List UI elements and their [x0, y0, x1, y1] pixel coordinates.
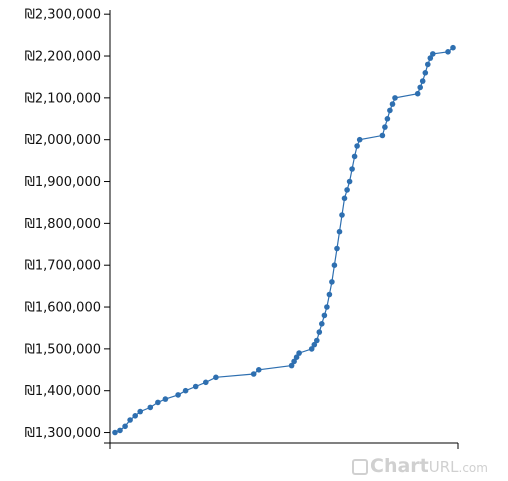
- data-point: [349, 166, 355, 172]
- y-tick-label: ₪1,700,000: [25, 259, 101, 274]
- data-point: [155, 399, 161, 406]
- watermark-brand: Chart: [370, 455, 429, 477]
- data-point: [117, 427, 123, 434]
- y-tick-label: ₪1,400,000: [25, 384, 101, 399]
- data-point: [450, 44, 456, 51]
- data-point: [334, 245, 340, 252]
- data-point: [250, 371, 257, 377]
- data-point: [316, 329, 323, 335]
- data-point: [162, 396, 169, 402]
- data-point: [414, 90, 421, 97]
- data-point: [311, 341, 318, 348]
- data-point: [384, 116, 391, 122]
- data-point: [288, 362, 295, 369]
- data-point: [422, 70, 429, 76]
- data-point: [255, 367, 262, 373]
- charturl-watermark: ChartURL.com: [352, 455, 488, 477]
- data-point: [329, 279, 335, 285]
- data-point: [132, 413, 138, 419]
- data-point: [392, 95, 398, 101]
- data-point: [127, 417, 133, 423]
- y-ticks: ₪1,300,000 ₪1,400,000 ₪1,500,000 ₪1,600,000…: [25, 8, 110, 441]
- data-point: [356, 136, 363, 143]
- watermark-url: URL: [428, 458, 459, 476]
- data-point: [339, 212, 345, 218]
- data-point: [296, 350, 302, 356]
- data-point: [387, 107, 393, 114]
- data-point: [147, 404, 154, 411]
- data-point: [354, 143, 360, 149]
- data-point: [175, 392, 181, 398]
- y-tick-label: ₪2,200,000: [25, 50, 101, 65]
- data-point: [341, 195, 348, 202]
- data-point: [425, 61, 431, 68]
- data-point: [291, 358, 297, 365]
- data-point: [417, 84, 424, 91]
- data-point: [382, 124, 388, 130]
- chart-logo-icon: [352, 459, 368, 475]
- series-line-layer: [114, 47, 454, 434]
- data-point: [213, 374, 219, 381]
- data-point: [308, 346, 315, 352]
- series-markers: [112, 44, 456, 436]
- data-point: [379, 132, 386, 139]
- data-point: [326, 291, 333, 298]
- y-tick-label: ₪1,300,000: [25, 426, 101, 441]
- y-tick-label: ₪2,100,000: [25, 91, 101, 106]
- data-point: [445, 49, 451, 55]
- data-point: [319, 321, 325, 327]
- data-point: [336, 228, 343, 235]
- data-point: [192, 383, 199, 390]
- data-point: [346, 178, 353, 185]
- data-point: [389, 101, 396, 107]
- data-point: [321, 312, 328, 319]
- data-point: [293, 354, 300, 361]
- y-tick-label: ₪2,000,000: [25, 133, 101, 148]
- data-point: [182, 387, 189, 394]
- y-tick-label: ₪1,800,000: [25, 217, 101, 232]
- data-point: [314, 337, 320, 344]
- data-point: [324, 304, 330, 310]
- data-point: [203, 379, 209, 386]
- y-tick-label: ₪1,500,000: [25, 342, 101, 357]
- y-tick-label: ₪1,900,000: [25, 175, 101, 190]
- watermark-suffix: .com: [458, 461, 488, 475]
- data-point: [419, 78, 426, 84]
- y-tick-label: ₪1,600,000: [25, 301, 101, 316]
- data-point: [137, 408, 143, 415]
- data-point: [344, 187, 350, 193]
- data-point: [112, 429, 118, 436]
- y-tick-label: ₪2,300,000: [25, 8, 101, 23]
- data-point: [122, 423, 128, 430]
- series-line: [114, 47, 454, 434]
- data-point: [427, 55, 434, 61]
- data-point: [331, 262, 338, 269]
- data-point: [351, 153, 358, 160]
- data-point: [430, 51, 436, 57]
- axes: [104, 10, 459, 449]
